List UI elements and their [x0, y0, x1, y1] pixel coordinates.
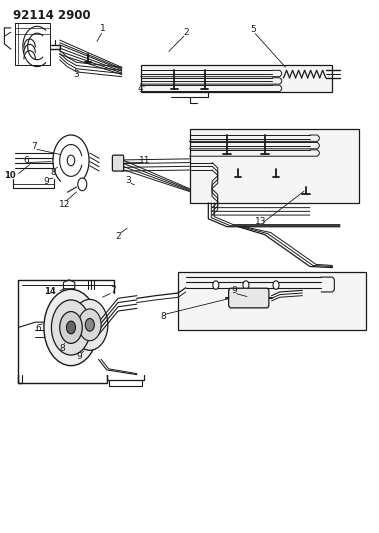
Text: 9: 9 — [77, 352, 83, 361]
Text: 13: 13 — [255, 217, 267, 227]
FancyBboxPatch shape — [113, 155, 124, 171]
Circle shape — [213, 281, 219, 289]
Text: 8: 8 — [60, 344, 66, 353]
Circle shape — [273, 281, 279, 289]
Circle shape — [243, 281, 249, 289]
Text: 9: 9 — [43, 177, 49, 186]
FancyBboxPatch shape — [229, 288, 269, 308]
Text: 3: 3 — [126, 175, 132, 184]
Circle shape — [78, 178, 87, 191]
Text: 9: 9 — [231, 286, 237, 295]
Circle shape — [66, 321, 75, 334]
Circle shape — [72, 300, 108, 350]
Circle shape — [78, 309, 101, 341]
Polygon shape — [141, 65, 332, 92]
Circle shape — [85, 318, 94, 331]
Circle shape — [67, 155, 75, 166]
Text: 12: 12 — [59, 200, 70, 209]
Text: 4: 4 — [138, 84, 143, 93]
Circle shape — [44, 289, 98, 366]
Polygon shape — [178, 272, 366, 330]
Text: 5: 5 — [251, 25, 256, 34]
Text: 11: 11 — [139, 156, 150, 165]
Text: 1: 1 — [100, 25, 106, 34]
Circle shape — [60, 312, 82, 343]
Text: 2: 2 — [183, 28, 188, 37]
Text: 6: 6 — [35, 324, 41, 333]
Text: 3: 3 — [74, 70, 80, 79]
Text: 7: 7 — [31, 142, 38, 151]
Text: 2: 2 — [115, 232, 121, 241]
Text: 8: 8 — [50, 167, 56, 176]
Polygon shape — [190, 128, 359, 203]
Text: 6: 6 — [23, 156, 29, 165]
Text: 10: 10 — [4, 171, 16, 180]
Text: 92114 2900: 92114 2900 — [13, 10, 90, 22]
Circle shape — [52, 300, 91, 355]
Text: 7: 7 — [110, 286, 116, 295]
Text: 8: 8 — [160, 312, 166, 321]
Text: 14: 14 — [44, 287, 55, 296]
